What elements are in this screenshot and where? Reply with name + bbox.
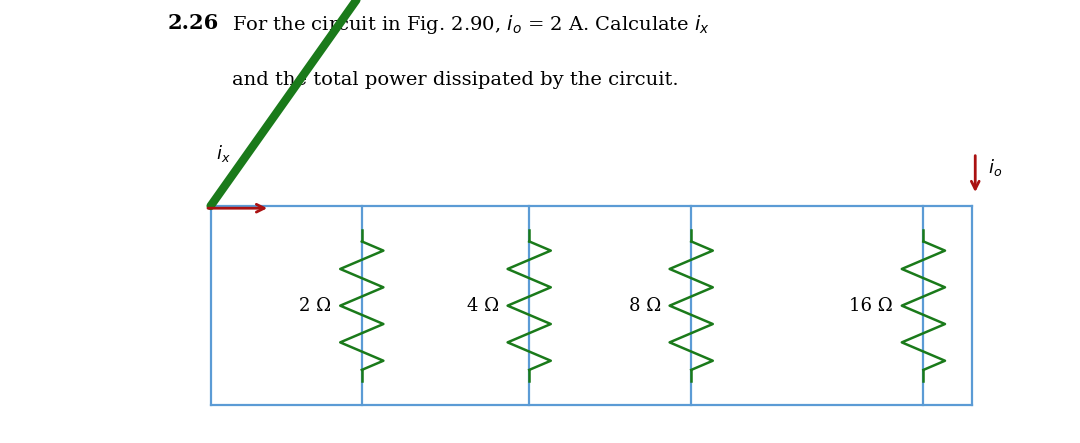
Text: $i_o$: $i_o$: [988, 157, 1002, 178]
Text: For the circuit in Fig. 2.90, $i_o$ = 2 A. Calculate $i_x$: For the circuit in Fig. 2.90, $i_o$ = 2 …: [232, 13, 711, 36]
Text: $i_x$: $i_x$: [216, 143, 230, 164]
Text: 2.26: 2.26: [167, 13, 218, 33]
Text: 4 Ω: 4 Ω: [467, 297, 499, 315]
Text: 8 Ω: 8 Ω: [629, 297, 661, 315]
Text: and the total power dissipated by the circuit.: and the total power dissipated by the ci…: [232, 71, 679, 89]
Text: 2 Ω: 2 Ω: [299, 297, 332, 315]
Text: 16 Ω: 16 Ω: [849, 297, 893, 315]
